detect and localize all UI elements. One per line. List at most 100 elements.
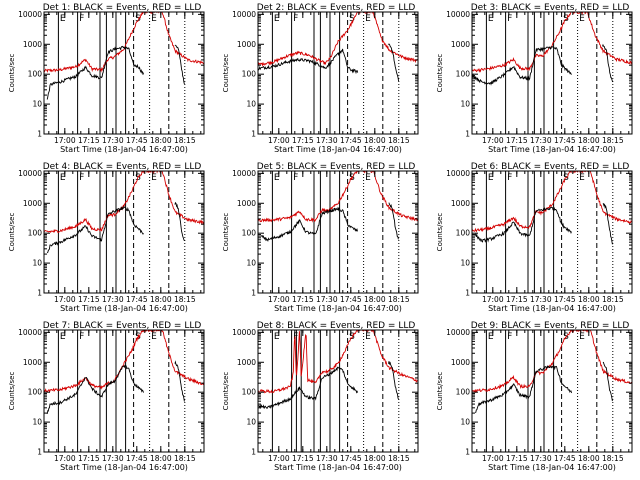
time-flag-label: E bbox=[151, 173, 157, 183]
panel-title: Det 7: BLACK = Events, RED = LLD bbox=[43, 321, 202, 331]
x-tick-label: 18:15 bbox=[602, 295, 624, 304]
x-tick-label: 18:00 bbox=[364, 295, 386, 304]
time-flag-label: E bbox=[488, 173, 494, 183]
x-tick-label: 18:15 bbox=[388, 454, 410, 463]
events-curve bbox=[46, 201, 185, 254]
y-tick-label: 1000 bbox=[451, 40, 470, 49]
y-axis-label: Counts/sec bbox=[436, 213, 444, 252]
time-flag-label: E bbox=[579, 173, 585, 183]
time-flag-label: E bbox=[60, 173, 66, 183]
y-tick-label: 1000 bbox=[237, 358, 256, 367]
y-tick-label: 10000 bbox=[18, 10, 42, 19]
x-tick-label: 18:00 bbox=[150, 136, 172, 145]
lld-curve bbox=[258, 330, 418, 394]
x-tick-label: 17:45 bbox=[554, 454, 576, 463]
x-tick-label: 17:15 bbox=[78, 454, 100, 463]
y-axis-label: Counts/sec bbox=[222, 54, 230, 93]
x-tick-label: 17:30 bbox=[316, 136, 338, 145]
lld-curve bbox=[44, 12, 204, 73]
y-tick-label: 1 bbox=[37, 130, 42, 139]
y-axis-label: Counts/sec bbox=[8, 54, 16, 93]
x-tick-label: 17:15 bbox=[78, 136, 100, 145]
time-flag-label: F bbox=[507, 332, 512, 342]
y-tick-label: 100 bbox=[456, 229, 471, 238]
y-tick-label: 10 bbox=[460, 259, 470, 268]
lld-curve bbox=[472, 171, 632, 233]
plot-frame bbox=[257, 11, 419, 135]
time-flag-label: F bbox=[293, 173, 298, 183]
y-tick-label: 100 bbox=[242, 70, 257, 79]
y-tick-label: 10 bbox=[246, 259, 256, 268]
y-tick-label: 1 bbox=[37, 448, 42, 457]
time-flag-label: F bbox=[79, 14, 84, 24]
x-tick-label: 17:15 bbox=[292, 454, 314, 463]
y-tick-label: 100 bbox=[456, 70, 471, 79]
x-tick-label: 18:00 bbox=[578, 295, 600, 304]
x-axis-label: Start Time (18-Jan-04 16:47:00) bbox=[274, 304, 402, 313]
x-tick-label: 17:00 bbox=[482, 295, 504, 304]
lld-curve bbox=[472, 330, 632, 394]
x-tick-label: 18:15 bbox=[174, 136, 196, 145]
x-tick-label: 17:00 bbox=[268, 295, 290, 304]
lld-curve bbox=[258, 171, 418, 223]
time-flag-label: E bbox=[151, 14, 157, 24]
time-flag-label: E bbox=[365, 14, 371, 24]
x-axis-label: Start Time (18-Jan-04 16:47:00) bbox=[488, 463, 616, 472]
x-axis-label: Start Time (18-Jan-04 16:47:00) bbox=[60, 463, 188, 472]
x-tick-label: 17:45 bbox=[126, 136, 148, 145]
y-tick-label: 10 bbox=[32, 100, 42, 109]
time-flag-label: E bbox=[365, 173, 371, 183]
time-flag-label: E bbox=[274, 332, 280, 342]
x-tick-label: 18:15 bbox=[388, 295, 410, 304]
y-tick-label: 100 bbox=[28, 70, 43, 79]
x-tick-label: 17:00 bbox=[482, 136, 504, 145]
events-curve bbox=[474, 361, 613, 414]
y-tick-label: 1 bbox=[251, 130, 256, 139]
time-flag-label: F bbox=[507, 14, 512, 24]
y-tick-label: 1000 bbox=[451, 358, 470, 367]
x-axis-label: Start Time (18-Jan-04 16:47:00) bbox=[274, 463, 402, 472]
x-tick-label: 17:45 bbox=[340, 454, 362, 463]
time-flag-label: S bbox=[563, 14, 569, 24]
y-tick-label: 1 bbox=[465, 130, 470, 139]
panel-title: Det 1: BLACK = Events, RED = LLD bbox=[43, 3, 202, 13]
panel-title: Det 4: BLACK = Events, RED = LLD bbox=[43, 162, 202, 172]
panel-title: Det 8: BLACK = Events, RED = LLD bbox=[257, 321, 416, 331]
time-flag-label: E bbox=[488, 14, 494, 24]
time-flag-label: E bbox=[365, 332, 371, 342]
x-tick-label: 17:45 bbox=[126, 454, 148, 463]
y-tick-label: 10000 bbox=[232, 10, 256, 19]
y-axis-label: Counts/sec bbox=[222, 213, 230, 252]
x-axis-label: Start Time (18-Jan-04 16:47:00) bbox=[60, 145, 188, 154]
x-tick-label: 18:15 bbox=[602, 136, 624, 145]
y-tick-label: 10000 bbox=[446, 10, 470, 19]
y-tick-label: 1000 bbox=[23, 40, 42, 49]
y-tick-label: 10000 bbox=[232, 328, 256, 337]
y-tick-label: 1 bbox=[251, 448, 256, 457]
plot-frame bbox=[471, 11, 633, 135]
x-tick-label: 17:45 bbox=[126, 295, 148, 304]
x-axis-label: Start Time (18-Jan-04 16:47:00) bbox=[488, 145, 616, 154]
time-flag-label: F bbox=[79, 173, 84, 183]
x-tick-label: 17:30 bbox=[316, 454, 338, 463]
time-flag-label: F bbox=[293, 332, 298, 342]
panel-title: Det 2: BLACK = Events, RED = LLD bbox=[257, 3, 416, 13]
x-axis-label: Start Time (18-Jan-04 16:47:00) bbox=[274, 145, 402, 154]
y-axis-label: Counts/sec bbox=[8, 213, 16, 252]
plot-frame bbox=[257, 329, 419, 453]
events-curve bbox=[46, 44, 185, 100]
x-tick-label: 17:15 bbox=[292, 136, 314, 145]
x-tick-label: 17:00 bbox=[54, 295, 76, 304]
x-tick-label: 17:30 bbox=[316, 295, 338, 304]
x-tick-label: 17:15 bbox=[292, 295, 314, 304]
x-axis-label: Start Time (18-Jan-04 16:47:00) bbox=[60, 304, 188, 313]
x-tick-label: 17:30 bbox=[530, 136, 552, 145]
x-tick-label: 17:00 bbox=[54, 136, 76, 145]
